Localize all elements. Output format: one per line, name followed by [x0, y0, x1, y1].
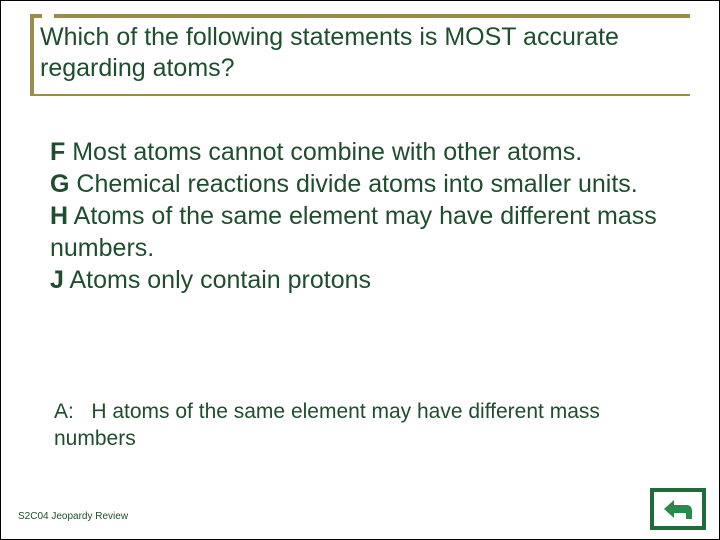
options-block: F Most atoms cannot combine with other a… [50, 136, 670, 296]
return-button[interactable] [650, 488, 706, 530]
footer-label: S2C04 Jeopardy Review [18, 511, 128, 522]
answer-text: H atoms of the same element may have dif… [54, 400, 600, 450]
option-g: G Chemical reactions divide atoms into s… [50, 168, 670, 200]
option-j-label: J [50, 266, 64, 294]
option-h: H Atoms of the same element may have dif… [50, 200, 670, 264]
option-h-text: Atoms of the same element may have diffe… [50, 202, 657, 262]
option-f-label: F [50, 138, 65, 166]
option-f-text: Most atoms cannot combine with other ato… [72, 138, 582, 166]
option-f: F Most atoms cannot combine with other a… [50, 136, 670, 168]
option-h-label: H [50, 202, 68, 230]
option-j-text: Atoms only contain protons [69, 266, 371, 294]
answer-block: A: H atoms of the same element may have … [54, 398, 664, 453]
question-text: Which of the following statements is MOS… [40, 22, 680, 85]
option-j: J Atoms only contain protons [50, 264, 670, 296]
return-arrow-icon [658, 495, 698, 523]
option-g-text: Chemical reactions divide atoms into sma… [76, 170, 637, 198]
answer-prefix: A: [54, 400, 74, 423]
option-g-label: G [50, 170, 69, 198]
question-box: Which of the following statements is MOS… [30, 14, 690, 96]
